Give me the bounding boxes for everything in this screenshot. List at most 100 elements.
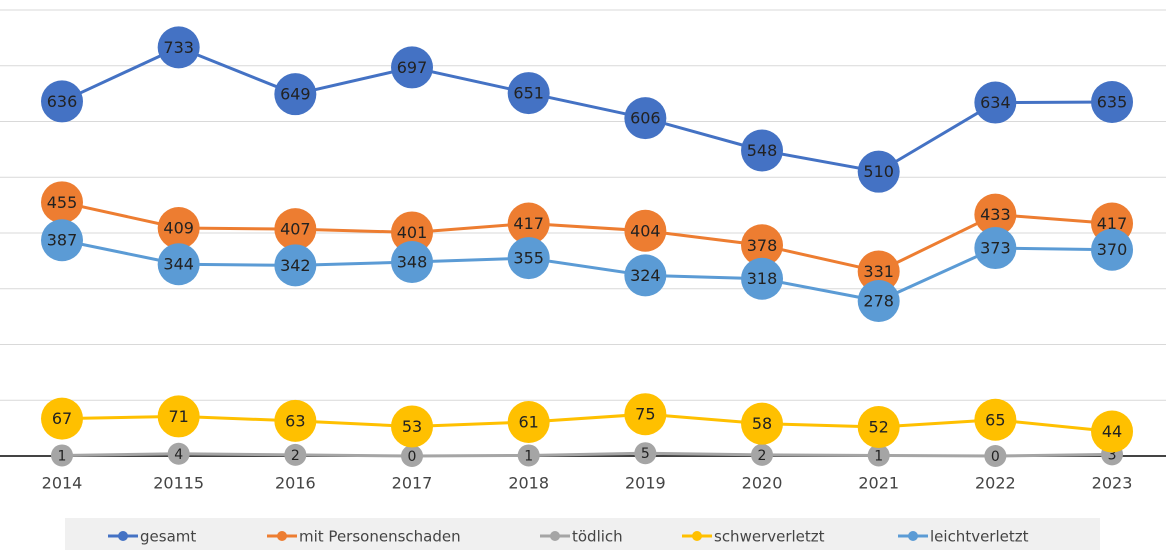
- marker: [157, 243, 200, 286]
- marker: [401, 445, 424, 467]
- marker: [974, 81, 1017, 124]
- marker: [284, 443, 307, 466]
- data-label: 635: [1097, 92, 1128, 111]
- marker: [741, 257, 784, 300]
- legend-marker: [692, 531, 702, 541]
- data-label: 331: [863, 262, 894, 281]
- marker: [274, 399, 317, 442]
- marker: [391, 211, 434, 254]
- data-label: 697: [397, 58, 428, 77]
- data-label: 2: [291, 448, 300, 464]
- marker: [41, 219, 83, 262]
- data-label: 387: [47, 231, 78, 250]
- marker: [391, 46, 434, 89]
- marker: [41, 397, 83, 440]
- legend-background: [65, 518, 1100, 550]
- marker: [157, 395, 200, 438]
- data-label: 58: [752, 414, 772, 433]
- data-label: 407: [280, 220, 311, 239]
- data-label: 373: [980, 239, 1011, 258]
- marker: [41, 181, 83, 224]
- data-label: 355: [513, 249, 544, 268]
- marker: [507, 202, 550, 245]
- marker: [1091, 80, 1134, 123]
- legend-label: schwerverletzt: [714, 528, 825, 546]
- marker: [857, 406, 900, 449]
- x-tick-label: 20115: [153, 474, 204, 493]
- x-tick-label: 2023: [1092, 474, 1133, 493]
- data-label: 733: [163, 38, 194, 57]
- marker: [741, 129, 784, 172]
- data-label: 409: [163, 218, 194, 237]
- data-label: 1: [874, 448, 883, 464]
- marker: [391, 405, 434, 448]
- marker: [741, 224, 784, 267]
- data-label: 417: [1097, 214, 1128, 233]
- marker: [507, 237, 550, 280]
- marker: [517, 444, 540, 467]
- data-label: 401: [397, 223, 428, 242]
- data-label: 52: [869, 418, 889, 437]
- data-label: 0: [408, 449, 417, 465]
- data-label: 417: [513, 214, 544, 233]
- data-label: 63: [285, 411, 305, 430]
- data-label: 649: [280, 85, 311, 104]
- legend-label: leichtverletzt: [930, 528, 1029, 546]
- marker: [751, 443, 774, 466]
- marker: [157, 26, 200, 69]
- marker: [974, 227, 1017, 270]
- data-label: 53: [402, 417, 422, 436]
- data-label: 318: [747, 269, 778, 288]
- x-tick-label: 2014: [42, 474, 83, 493]
- series-line: [61, 412, 1113, 433]
- marker: [274, 73, 317, 116]
- series-line: [61, 238, 1113, 303]
- x-tick-label: 2022: [975, 474, 1016, 493]
- marker: [857, 280, 900, 323]
- data-label: 1: [58, 448, 67, 464]
- data-label: 1: [524, 448, 533, 464]
- x-tick-label: 2019: [625, 474, 666, 493]
- marker: [634, 442, 657, 465]
- legend-label: gesamt: [140, 528, 196, 546]
- marker: [624, 209, 667, 252]
- data-label: 71: [168, 407, 188, 426]
- data-label: 44: [1102, 422, 1122, 441]
- marker: [51, 444, 73, 467]
- data-label: 510: [863, 162, 894, 181]
- marker: [741, 402, 784, 445]
- x-tick-label: 2018: [508, 474, 549, 493]
- marker: [624, 97, 667, 140]
- data-label: 433: [980, 205, 1011, 224]
- data-label: 75: [635, 405, 655, 424]
- marker: [507, 400, 550, 443]
- x-tick-label: 2020: [742, 474, 783, 493]
- data-label: 5: [641, 446, 650, 462]
- data-label: 3: [1108, 447, 1117, 463]
- data-label: 455: [47, 193, 78, 212]
- legend-marker: [277, 531, 287, 541]
- marker: [1091, 410, 1134, 453]
- marker: [984, 445, 1007, 467]
- data-label: 378: [747, 236, 778, 255]
- legend-label: tödlich: [572, 528, 623, 546]
- marker: [41, 80, 83, 123]
- x-tick-label: 2021: [858, 474, 899, 493]
- data-label: 548: [747, 141, 778, 160]
- marker: [624, 254, 667, 297]
- data-label: 324: [630, 266, 661, 285]
- marker: [867, 444, 890, 467]
- data-label: 651: [513, 84, 544, 103]
- x-tick-label: 2016: [275, 474, 316, 493]
- data-label: 0: [991, 449, 1000, 465]
- legend-marker: [118, 531, 128, 541]
- data-label: 634: [980, 93, 1011, 112]
- marker: [167, 442, 190, 465]
- data-label: 67: [52, 409, 72, 428]
- data-label: 342: [280, 256, 311, 275]
- legend-label: mit Personenschaden: [299, 528, 461, 546]
- data-label: 278: [863, 292, 894, 311]
- series-line: [61, 45, 1113, 174]
- data-label: 2: [758, 448, 767, 464]
